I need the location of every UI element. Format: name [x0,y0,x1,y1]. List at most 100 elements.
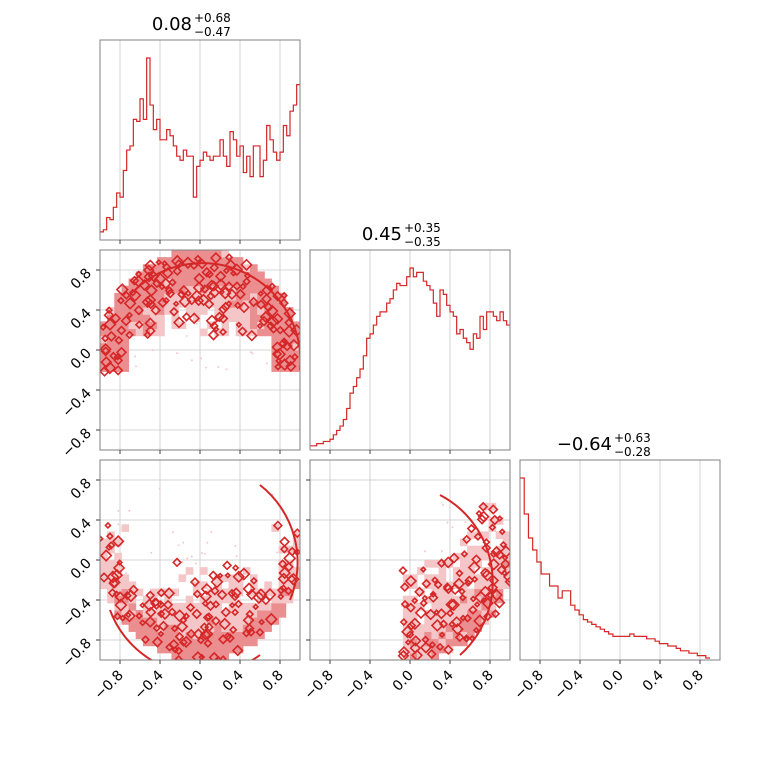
contour-line [196,636,205,645]
contour-line [486,591,495,600]
contour-line [100,323,107,332]
contour-cell [431,631,440,640]
contour-line [447,598,461,612]
contour-cell [228,278,237,287]
contour-cell [460,581,468,590]
contour-cell [228,300,237,308]
contour-line [277,559,288,569]
contour-line [170,624,179,633]
contour-cell [467,631,475,640]
contour-line [180,635,193,648]
contour-cell [271,602,280,611]
contour-cell [164,588,172,597]
contour-cell [250,300,258,308]
contour-cell [128,328,137,337]
contour-cell [235,257,244,265]
contour-line [188,312,201,325]
contour-cell [200,264,208,272]
contour-cell [142,595,151,604]
contour-cell [460,574,468,582]
contour-cell [424,631,432,640]
contour-line [218,286,232,300]
x-tick-label: −0.8 [91,668,126,703]
contour-line [157,630,165,638]
histogram-param-0 [100,57,300,233]
contour-line [128,288,142,302]
contour-cell [128,617,137,625]
contour-cell [502,581,510,590]
contour-line [405,630,415,639]
contour-cell [235,638,244,647]
contour-cell [467,617,475,625]
y-tick-label: −0.4 [59,385,94,420]
contour-cell [264,610,272,618]
contour-lines-pair-1 [100,484,300,660]
contour-line [122,609,136,623]
contour-cell [114,342,122,351]
histogram-param-2 [520,477,710,659]
contour-line [106,532,114,541]
contour-cell [228,595,237,604]
contour-line [473,601,481,608]
scatter-point [265,362,268,365]
contour-cell [178,278,187,287]
scatter-point [176,352,179,355]
contour-cell [100,545,108,554]
contour-line [231,564,240,572]
contour-line [161,260,169,267]
contour-line [404,574,418,588]
contour-line [116,296,125,305]
contour-cell [250,307,258,315]
scatter-point [133,581,136,584]
scatter-point [414,613,417,616]
contour-cell [192,250,201,258]
contour-cell [142,292,151,301]
contour-cell [157,292,165,301]
contour-cell [135,624,144,632]
contour-line [250,576,258,585]
contour-cell [285,335,294,344]
x-tick-label: −0.4 [131,667,166,702]
y-tick-label: 0.4 [68,515,95,542]
contour-cell [221,617,230,625]
contour-cell [438,567,447,575]
contour-cell [221,264,230,272]
x-tick-label: 0.8 [260,668,287,695]
scatter-point [172,531,175,534]
contour-line [258,618,266,626]
contour-cell [285,350,294,358]
contour-line [235,321,243,329]
contour-line [210,586,220,596]
contour-cell [250,314,258,322]
contour-cell [257,292,265,301]
contour-cell [460,538,468,547]
scatter-point [464,521,467,524]
contour-cell [107,350,115,358]
contour-cell [214,602,222,611]
contour-line [479,585,492,598]
contour-line [162,296,170,305]
contour-line [450,616,463,628]
contour-cell [467,560,475,568]
contour-cell [474,531,482,540]
contour-cell [257,300,265,308]
y-tick-label: −0.8 [59,426,94,461]
contour-cell [192,292,201,301]
contour-cell [221,257,230,265]
contour-line [182,612,191,620]
contour-cell [235,278,244,287]
x-tick-label: 0.0 [600,668,627,695]
contour-cell [207,292,215,301]
contour-cell [107,595,115,604]
contour-cell [100,567,108,575]
contour-line [210,252,222,264]
contour-line [145,299,156,310]
contour-line [452,577,466,591]
contour-cell [157,264,165,272]
contour-line [230,263,244,277]
contour-line [283,307,297,320]
contour-cell [164,638,172,647]
contour-cell [200,617,208,625]
contour-cell [192,278,201,287]
